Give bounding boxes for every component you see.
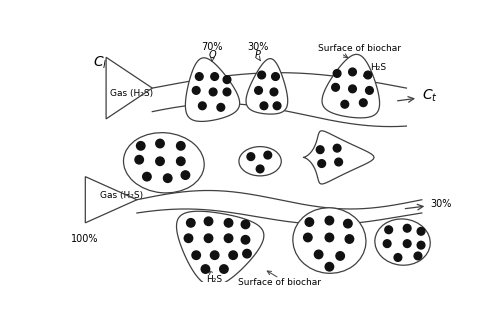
Circle shape <box>186 219 195 227</box>
Text: 100%: 100% <box>72 234 99 244</box>
Circle shape <box>135 155 143 164</box>
Circle shape <box>417 228 425 235</box>
Circle shape <box>417 241 425 249</box>
Circle shape <box>224 219 233 227</box>
Text: Q: Q <box>208 50 216 60</box>
Circle shape <box>325 233 334 242</box>
Circle shape <box>394 254 402 261</box>
Circle shape <box>264 151 272 159</box>
Text: $C_l$: $C_l$ <box>93 55 108 71</box>
Circle shape <box>198 102 206 110</box>
Circle shape <box>270 88 278 96</box>
Circle shape <box>196 73 203 81</box>
Circle shape <box>156 157 164 165</box>
Circle shape <box>348 68 356 76</box>
Circle shape <box>201 265 209 273</box>
Circle shape <box>385 226 392 234</box>
Circle shape <box>164 174 172 182</box>
Circle shape <box>305 218 314 226</box>
Polygon shape <box>304 131 374 184</box>
Ellipse shape <box>375 219 430 265</box>
Polygon shape <box>186 58 240 121</box>
Circle shape <box>247 153 254 160</box>
Circle shape <box>254 87 262 94</box>
Text: Surface of biochar: Surface of biochar <box>318 44 401 53</box>
Circle shape <box>333 70 341 77</box>
Text: $C_t$: $C_t$ <box>422 87 438 104</box>
Text: 30%: 30% <box>430 199 452 209</box>
Circle shape <box>223 76 231 83</box>
Circle shape <box>404 240 411 248</box>
Circle shape <box>142 172 151 181</box>
Circle shape <box>192 87 200 94</box>
Circle shape <box>318 160 326 167</box>
Circle shape <box>184 234 192 243</box>
Polygon shape <box>246 59 288 114</box>
Ellipse shape <box>293 208 366 273</box>
Circle shape <box>314 250 323 259</box>
Circle shape <box>341 100 348 108</box>
Circle shape <box>241 220 250 229</box>
Circle shape <box>325 216 334 225</box>
Circle shape <box>304 233 312 242</box>
Circle shape <box>272 73 280 81</box>
Circle shape <box>243 249 251 258</box>
Circle shape <box>404 224 411 232</box>
Circle shape <box>204 217 212 225</box>
Circle shape <box>204 234 212 243</box>
Circle shape <box>384 240 391 248</box>
Circle shape <box>229 251 237 259</box>
Circle shape <box>333 144 341 152</box>
Ellipse shape <box>239 146 282 176</box>
Circle shape <box>156 139 164 148</box>
Text: H₂S: H₂S <box>370 63 386 72</box>
Circle shape <box>273 102 281 110</box>
Circle shape <box>325 262 334 271</box>
Circle shape <box>336 252 344 260</box>
Text: Surface of biochar: Surface of biochar <box>238 278 321 287</box>
Circle shape <box>364 71 372 79</box>
Circle shape <box>181 171 190 179</box>
Polygon shape <box>322 55 380 118</box>
Circle shape <box>223 88 231 96</box>
Ellipse shape <box>124 133 204 193</box>
Circle shape <box>335 158 342 166</box>
Circle shape <box>344 219 352 228</box>
Circle shape <box>258 71 266 79</box>
Text: Gas (H₂S): Gas (H₂S) <box>110 89 153 98</box>
Circle shape <box>348 85 356 93</box>
Circle shape <box>211 73 218 81</box>
Circle shape <box>176 157 185 165</box>
Text: H₂S: H₂S <box>206 275 222 284</box>
Circle shape <box>260 102 268 110</box>
Circle shape <box>210 88 217 96</box>
Circle shape <box>224 234 233 243</box>
Circle shape <box>366 87 374 94</box>
Circle shape <box>256 165 264 173</box>
Circle shape <box>192 251 200 259</box>
Circle shape <box>176 142 185 150</box>
Circle shape <box>220 265 228 273</box>
Circle shape <box>360 99 367 107</box>
Circle shape <box>210 251 219 259</box>
Circle shape <box>316 146 324 153</box>
Circle shape <box>414 252 422 260</box>
Circle shape <box>332 83 340 91</box>
Circle shape <box>136 142 145 150</box>
Circle shape <box>217 103 224 111</box>
Text: 30%: 30% <box>247 42 268 52</box>
Circle shape <box>241 236 250 244</box>
Text: 70%: 70% <box>202 42 223 52</box>
Text: P: P <box>255 50 260 60</box>
Polygon shape <box>176 211 264 286</box>
Circle shape <box>345 235 354 243</box>
Text: Gas (H₂S): Gas (H₂S) <box>100 191 143 200</box>
